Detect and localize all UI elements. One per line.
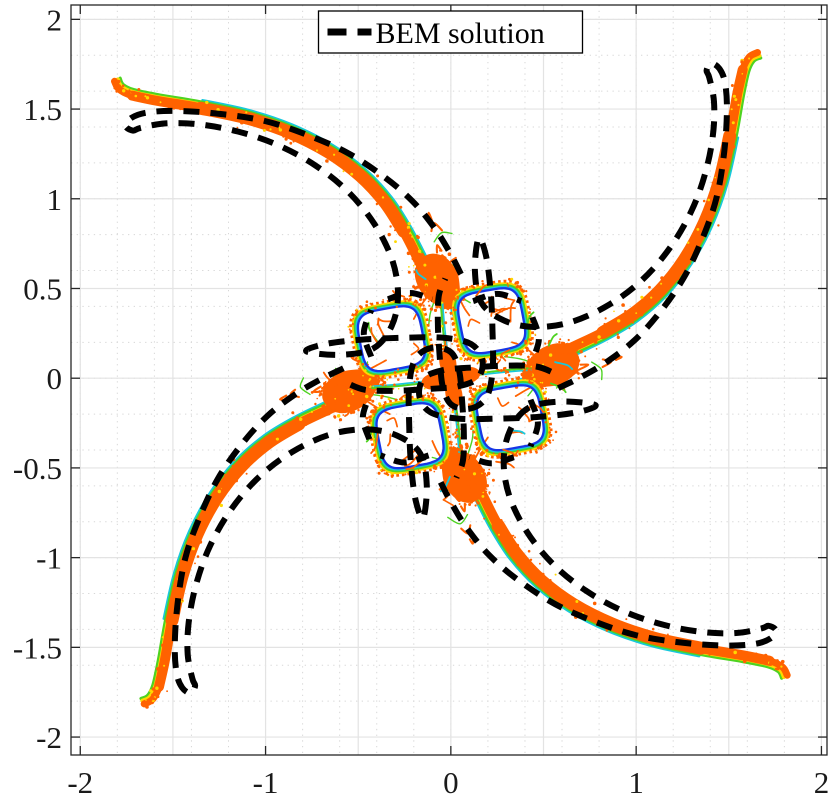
y-tick-label: -1	[36, 541, 62, 576]
x-tick-label: 0	[443, 765, 459, 800]
y-tick-label: 0.5	[23, 271, 62, 306]
axes-box	[70, 4, 828, 756]
series-layer	[111, 49, 791, 709]
y-tick-labels: -2 -1.5 -1 -0.5 0 0.5 1 1.5 2	[13, 2, 62, 755]
x-tick-label: 2	[814, 765, 830, 800]
tick-marks	[71, 5, 827, 755]
legend-label: BEM solution	[376, 17, 545, 50]
x-tick-label: 1	[628, 765, 644, 800]
legend: BEM solution	[317, 10, 584, 54]
x-tick-label: -1	[253, 765, 279, 800]
y-tick-label: 2	[47, 2, 63, 37]
legend-dashed-line-sample-short	[357, 28, 372, 36]
x-tick-labels: -2 -1 0 1 2	[67, 765, 829, 800]
y-tick-label: 0	[47, 361, 63, 396]
y-tick-label: -1.5	[13, 630, 62, 665]
y-tick-label: -2	[36, 720, 62, 755]
y-tick-label: 1.5	[23, 92, 62, 127]
y-tick-label: 1	[47, 182, 63, 217]
bem-solution-curve	[122, 60, 780, 697]
y-tick-label: -0.5	[13, 451, 62, 486]
legend-dashed-line-sample	[327, 28, 347, 36]
x-tick-label: -2	[67, 765, 93, 800]
